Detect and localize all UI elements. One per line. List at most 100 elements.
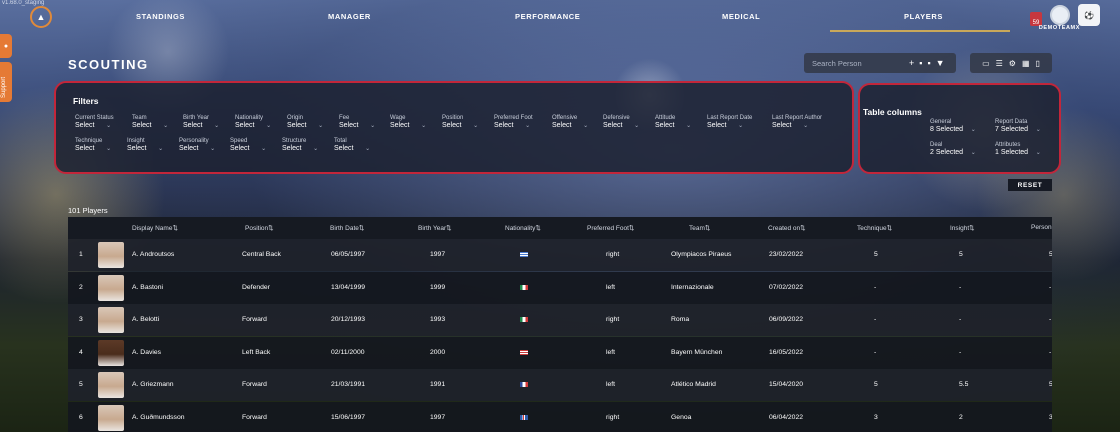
support-tab[interactable]: Support bbox=[0, 62, 12, 102]
header-position[interactable]: Position⇅ bbox=[245, 225, 274, 232]
cell-pos: Central Back bbox=[242, 251, 281, 258]
header-nationality[interactable]: Nationality⇅ bbox=[505, 225, 541, 232]
filter-attitude[interactable]: Attitude Select bbox=[655, 115, 691, 129]
cell-byear: 1997 bbox=[430, 251, 446, 258]
cell-ins: - bbox=[959, 348, 962, 356]
filter-icon[interactable]: ▼ bbox=[935, 58, 945, 68]
header-preferred-foot[interactable]: Preferred Foot⇅ bbox=[587, 225, 635, 232]
header-created-on[interactable]: Created on⇅ bbox=[768, 225, 806, 232]
list-view-icon[interactable]: ☰ bbox=[995, 58, 1003, 68]
header-insight[interactable]: Insight⇅ bbox=[950, 225, 975, 232]
cell-byear: 1993 bbox=[430, 316, 446, 323]
user-avatar[interactable] bbox=[1050, 5, 1070, 25]
header-display-name[interactable]: Display Name⇅ bbox=[132, 225, 178, 232]
cell-bdate: 15/06/1997 bbox=[331, 413, 366, 421]
table-row[interactable]: 4 A. Davies Left Back 02/11/2000 2000 left Bay… bbox=[68, 336, 1052, 369]
notifications-badge[interactable]: 59 bbox=[1030, 12, 1042, 26]
cell-tech: - bbox=[874, 348, 877, 356]
filter-preferred-foot[interactable]: Preferred Foot Select bbox=[494, 115, 533, 129]
filter-structure[interactable]: Structure Select bbox=[282, 138, 318, 152]
header-technique[interactable]: Technique⇅ bbox=[857, 225, 893, 232]
columns-report-data-select[interactable]: Report Data 7 Selected bbox=[995, 119, 1041, 133]
card-view-icon[interactable]: ▭ bbox=[982, 58, 990, 68]
cell-bdate: 21/03/1991 bbox=[331, 381, 366, 388]
players-table: Display Name⇅ Position⇅ Birth Date⇅ Birt… bbox=[68, 217, 1052, 432]
header-personality[interactable]: Person bbox=[1031, 224, 1052, 231]
cell-team: Roma bbox=[671, 316, 690, 323]
cell-pers: - bbox=[1049, 316, 1052, 323]
nav-standings[interactable]: STANDINGS bbox=[136, 12, 186, 21]
cell-name: A. Davies bbox=[132, 348, 162, 356]
cell-byear: 1991 bbox=[430, 381, 446, 388]
filter-last-report-date[interactable]: Last Report Date Select bbox=[707, 115, 752, 129]
cell-created: 16/05/2022 bbox=[769, 348, 804, 356]
info-icon: ● bbox=[3, 42, 9, 50]
cell-ins: 2 bbox=[959, 413, 963, 421]
search-input[interactable] bbox=[810, 57, 904, 69]
cell-name: A. Bastoni bbox=[132, 283, 163, 291]
side-tab-info[interactable]: ● bbox=[0, 34, 12, 58]
add-icon[interactable]: + bbox=[909, 58, 915, 68]
trash-icon[interactable]: ▯ bbox=[1035, 58, 1040, 68]
columns-general-select[interactable]: General 8 Selected bbox=[930, 119, 976, 133]
filter-personality[interactable]: Personality Select bbox=[179, 138, 215, 152]
table-row[interactable]: 2 A. Bastoni Defender 13/04/1999 1999 left Int… bbox=[68, 271, 1052, 304]
export-icon[interactable]: ▪ bbox=[927, 58, 931, 68]
filter-wage[interactable]: Wage Select bbox=[390, 115, 426, 129]
cell-tech: 5 bbox=[874, 251, 878, 258]
cell-pos: Forward bbox=[242, 381, 267, 388]
filter-team[interactable]: Team Select bbox=[132, 115, 168, 129]
cell-tech: 5 bbox=[874, 381, 878, 388]
cell-byear: 1999 bbox=[430, 283, 446, 291]
filter-last-report-author[interactable]: Last Report Author Select bbox=[772, 115, 822, 129]
team-badge-icon[interactable]: ⚽ bbox=[1078, 4, 1100, 26]
columns-attributes-select[interactable]: Attributes 1 Selected bbox=[995, 142, 1041, 156]
filter-technique[interactable]: Technique Select bbox=[75, 138, 111, 152]
table-row[interactable]: 6 A. Guðmundsson Forward 15/06/1997 1997 righ… bbox=[68, 401, 1052, 432]
cell-pers: - bbox=[1049, 283, 1052, 291]
filter-current-status[interactable]: Current Status Select bbox=[75, 115, 114, 129]
nav-medical[interactable]: MEDICAL bbox=[722, 12, 761, 21]
filter-birth-year[interactable]: Birth Year Select bbox=[183, 115, 219, 129]
filter-position[interactable]: Position Select bbox=[442, 115, 478, 129]
table-row[interactable]: 1 A. Androutsos Central Back 06/05/1997 1997… bbox=[68, 239, 1052, 271]
nav-performance[interactable]: PERFORMANCE bbox=[515, 12, 581, 21]
reset-button[interactable]: RESET bbox=[1008, 179, 1052, 191]
filter-offensive[interactable]: Offensive Select bbox=[552, 115, 588, 129]
cell-team: Olympiacos Piraeus bbox=[671, 251, 732, 258]
cell-foot: left bbox=[606, 283, 616, 291]
nav-manager[interactable]: MANAGER bbox=[328, 12, 371, 21]
filter-insight[interactable]: Insight Select bbox=[127, 138, 163, 152]
settings-icon[interactable]: ⚙ bbox=[1008, 58, 1016, 68]
cell-pos: Forward bbox=[242, 413, 267, 421]
app-logo[interactable]: ▲ bbox=[30, 6, 52, 28]
filter-total[interactable]: Total Select bbox=[334, 138, 370, 152]
header-birth-date[interactable]: Birth Date⇅ bbox=[330, 225, 365, 232]
player-photo bbox=[98, 274, 124, 301]
filter-nationality[interactable]: Nationality Select bbox=[235, 115, 271, 129]
table-row[interactable]: 5 A. Griezmann Forward 21/03/1991 1991 left At… bbox=[68, 369, 1052, 401]
cell-tech: - bbox=[874, 283, 877, 291]
filter-fee[interactable]: Fee Select bbox=[339, 115, 375, 129]
header-birth-year[interactable]: Birth Year⇅ bbox=[418, 225, 452, 232]
cell-created: 23/02/2022 bbox=[769, 251, 804, 258]
columns-deal-select[interactable]: Deal 2 Selected bbox=[930, 142, 976, 156]
cell-bdate: 20/12/1993 bbox=[331, 316, 366, 323]
calendar-icon[interactable]: ▦ bbox=[1021, 58, 1030, 68]
cell-n: 1 bbox=[79, 251, 83, 258]
cell-byear: 2000 bbox=[430, 348, 446, 356]
nationality-flag-icon bbox=[520, 317, 528, 322]
cell-n: 5 bbox=[79, 381, 83, 388]
top-nav: STANDINGS MANAGER PERFORMANCE MEDICAL PL… bbox=[0, 12, 1120, 26]
filter-defensive[interactable]: Defensive Select bbox=[603, 115, 639, 129]
version-label: v1.68.0_staging bbox=[2, 0, 45, 6]
filter-speed[interactable]: Speed Select bbox=[230, 138, 266, 152]
cell-pers: 5 bbox=[1049, 251, 1052, 258]
document-icon[interactable]: ▪ bbox=[919, 58, 923, 68]
header-team[interactable]: Team⇅ bbox=[689, 225, 711, 232]
nationality-flag-icon bbox=[520, 382, 528, 387]
nav-players[interactable]: PLAYERS bbox=[904, 12, 943, 21]
table-row[interactable]: 3 A. Belotti Forward 20/12/1993 1993 right Rom… bbox=[68, 304, 1052, 336]
filter-origin[interactable]: Origin Select bbox=[287, 115, 323, 129]
